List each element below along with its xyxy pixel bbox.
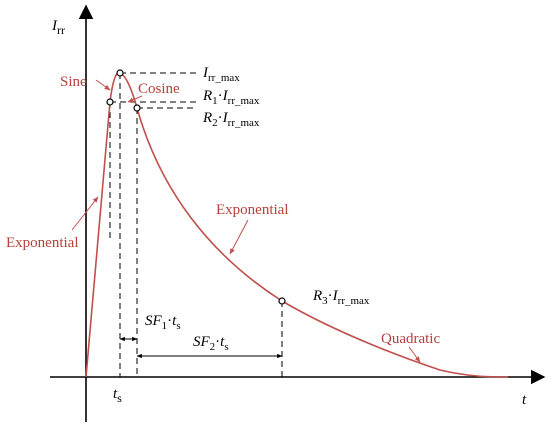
irr-max-point <box>116 69 124 77</box>
x-axis-label: t <box>522 392 527 408</box>
r1-label: R1·Irr_max <box>202 88 260 107</box>
cosine-pointer <box>127 95 143 103</box>
r2-point <box>133 104 141 112</box>
quadratic-label: Quadratic <box>381 331 440 347</box>
irr-max-label: Irr_max <box>202 65 240 84</box>
y-axis-label: Irr <box>51 18 65 37</box>
exponential-rise-label: Exponential <box>6 235 78 251</box>
r1-point <box>106 98 114 106</box>
r3-point <box>278 297 286 305</box>
ts-label: ts <box>113 386 122 405</box>
sf1-label: SF1·ts <box>145 313 181 332</box>
current-curve <box>85 71 509 378</box>
quadratic-pointer <box>408 346 421 363</box>
sine-label: Sine <box>60 74 87 90</box>
exponential-decay-label: Exponential <box>216 202 288 218</box>
r2-label: R2·Irr_max <box>202 110 260 129</box>
exponential-decay-pointer <box>229 219 249 255</box>
sf2-label: SF2·ts <box>193 334 229 353</box>
sine-pointer <box>95 79 111 91</box>
r3-label: R3·Irr_max <box>312 288 370 307</box>
cosine-label: Cosine <box>138 81 180 97</box>
exponential-rise-pointer <box>71 196 99 231</box>
